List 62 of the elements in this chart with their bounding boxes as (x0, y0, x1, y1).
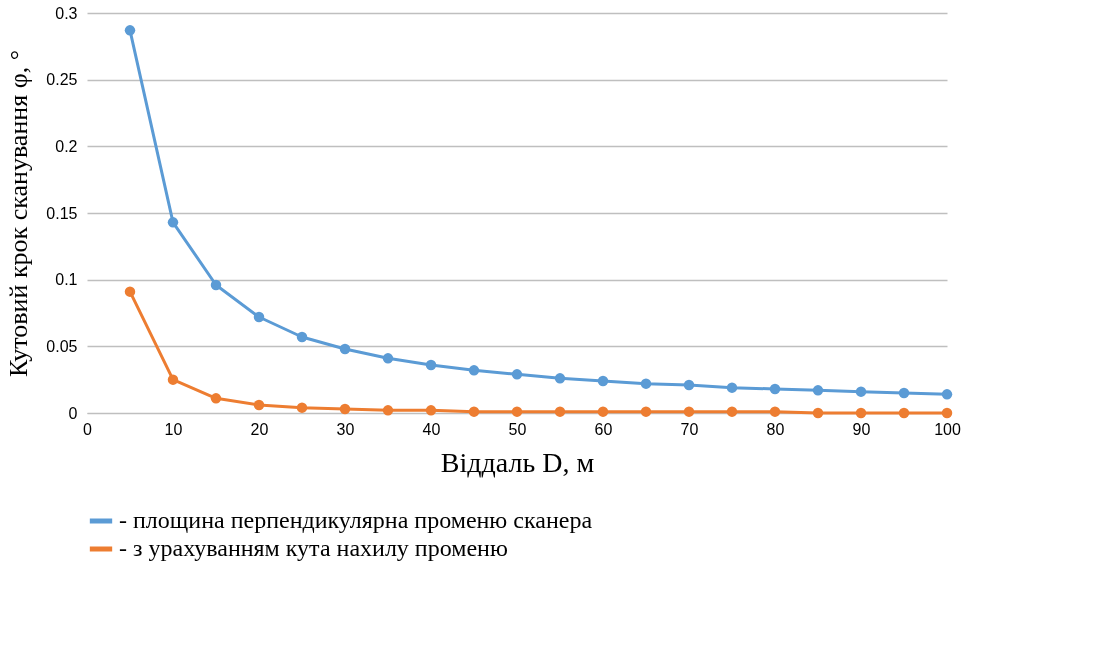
x-tick-label: 30 (336, 420, 355, 438)
x-tick-label: 50 (508, 420, 527, 438)
point (812, 385, 824, 396)
point (769, 406, 781, 417)
x-tick-label: 70 (680, 420, 699, 438)
x-axis-title: Віддаль D, м (440, 446, 595, 478)
point (425, 359, 437, 371)
point (468, 406, 480, 417)
y-tick-label: 0.25 (46, 71, 78, 89)
point (855, 407, 867, 419)
y-tick-label: 0.05 (46, 337, 78, 355)
point (683, 379, 695, 391)
y-tick-label: 0.3 (55, 4, 78, 22)
point (597, 375, 609, 387)
point (640, 378, 652, 389)
point (941, 407, 953, 419)
x-tick-label: 0 (83, 420, 93, 438)
y-tick-label: 0.15 (46, 204, 78, 222)
point (124, 286, 136, 297)
x-tick-label: 80 (766, 420, 785, 438)
point (898, 387, 910, 399)
point (253, 311, 265, 323)
point (210, 279, 222, 291)
point (597, 406, 609, 417)
point (898, 407, 910, 419)
point (683, 406, 695, 417)
legend-label: - площина перпендикулярна променю сканера (119, 507, 593, 533)
point (339, 403, 351, 415)
point (382, 353, 394, 364)
x-tick-label: 90 (852, 420, 871, 438)
point (210, 393, 222, 404)
point (382, 405, 394, 416)
x-tick-label: 10 (164, 420, 183, 438)
point (726, 382, 738, 393)
point (769, 383, 781, 395)
point (554, 373, 566, 384)
point (726, 406, 738, 417)
point (296, 331, 308, 343)
point (468, 365, 480, 376)
y-tick-label: 0.2 (55, 137, 78, 155)
point (167, 217, 179, 228)
point (296, 402, 308, 413)
x-tick-label: 100 (934, 420, 961, 438)
point (253, 399, 265, 411)
point (812, 407, 824, 419)
point (941, 389, 953, 400)
point (124, 25, 136, 36)
x-tick-label: 40 (422, 420, 441, 438)
point (855, 386, 867, 397)
x-tick-label: 60 (594, 420, 613, 438)
point (511, 369, 523, 380)
y-tick-label: 0.1 (55, 271, 78, 289)
point (511, 406, 523, 417)
point (640, 406, 652, 417)
point (554, 406, 566, 417)
point (339, 343, 351, 355)
y-tick-label: 0 (68, 404, 78, 422)
point (425, 405, 437, 416)
y-axis-title: Кутовий крок сканування φ, ° (4, 49, 34, 378)
legend-label: - з урахуванням кута нахилу променю (119, 535, 508, 561)
x-tick-label: 20 (250, 420, 269, 438)
point (167, 374, 179, 385)
